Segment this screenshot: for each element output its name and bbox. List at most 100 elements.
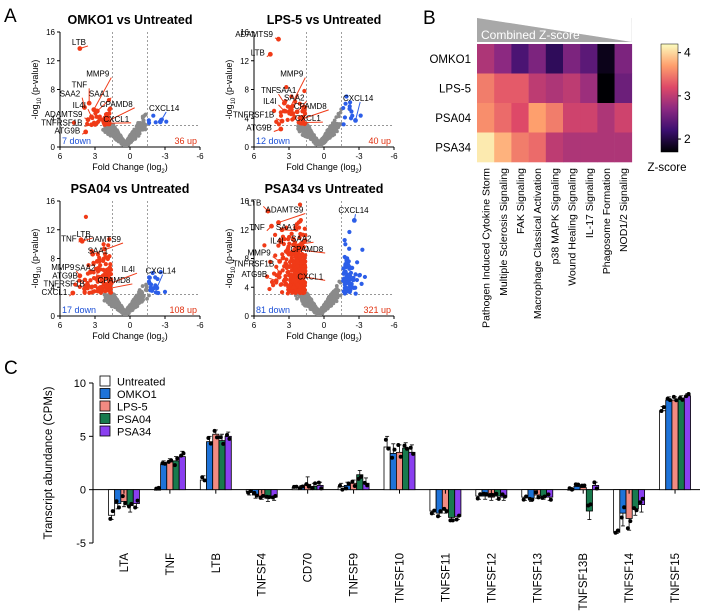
replicate-dot <box>478 492 483 497</box>
y-axis-label: -log10 (p-value) <box>224 229 237 289</box>
label-leader-line <box>79 279 87 287</box>
gene-label: LTB <box>251 49 265 58</box>
replicate-dot <box>576 482 581 487</box>
replicate-dot <box>392 447 397 452</box>
heatmap-column-label: FAK Signaling <box>515 168 527 234</box>
down-point <box>348 286 353 291</box>
ns-point <box>318 310 323 315</box>
x-tick-label: -6 <box>390 152 398 161</box>
heatmap-cell <box>580 73 598 104</box>
heatmap-column-label: Phagosome Formation <box>601 168 613 274</box>
replicate-dot <box>169 458 174 463</box>
replicate-dot <box>304 482 309 487</box>
x-axis-label: Fold Change (log2) <box>92 162 167 175</box>
replicate-dot <box>502 494 507 499</box>
down-point <box>353 285 358 290</box>
up-point <box>108 106 113 111</box>
up-point <box>274 264 279 269</box>
gene-label: CXCL1 <box>297 272 323 281</box>
y-axis-label-sub: 10 <box>37 97 43 104</box>
gene-label: MMP9 <box>86 70 110 79</box>
bar-group <box>429 489 462 523</box>
heatmap-cell <box>528 73 547 104</box>
replicate-dot <box>340 487 345 492</box>
replicate-dot <box>680 397 685 402</box>
down-point <box>353 272 358 277</box>
gene-label: ATG9B <box>52 272 78 281</box>
label-leader-line <box>301 109 329 120</box>
ns-point <box>338 293 343 298</box>
ns-point <box>123 140 128 145</box>
replicate-dot <box>457 513 462 518</box>
x-tick-label: 0 <box>322 321 327 330</box>
heatmap-cell <box>528 103 547 133</box>
y-tick-label: 4 <box>245 283 250 292</box>
up-point <box>296 225 302 230</box>
bar-category-label: LTB <box>211 553 223 574</box>
up-point <box>302 88 307 94</box>
gene-label: SAA2 <box>75 264 96 273</box>
replicate-dot <box>352 483 357 488</box>
up-point <box>77 278 82 283</box>
y-axis-label-sub: 10 <box>231 266 237 273</box>
bar <box>573 486 581 491</box>
replicate-dot <box>674 398 679 403</box>
up-point <box>88 278 93 283</box>
replicate-dot <box>661 405 666 410</box>
gene-label: TNF <box>249 223 265 232</box>
up-point <box>88 269 93 274</box>
ns-point <box>315 312 320 316</box>
down-point <box>354 277 360 283</box>
replicate-dot <box>212 428 217 433</box>
bar-group <box>291 476 324 494</box>
label-leader-line <box>274 37 279 40</box>
zscore-header-wedge <box>477 18 632 42</box>
panel-c-bar-chart: -5 0 5 10 Transcript abundance (CPMs) LTA TNF L… <box>43 375 700 611</box>
panel-a-volcano-plots: OMKO1 vs Untreated 0 4 8 12 16 6 3 0 -3 -6 Fold Cha… <box>30 13 398 344</box>
down-point <box>342 238 347 243</box>
bar <box>402 447 410 491</box>
ns-point <box>121 308 126 313</box>
up-point <box>291 116 297 121</box>
heatmap-cell <box>528 132 547 163</box>
bar <box>408 451 416 491</box>
x-tick-label: 6 <box>252 152 257 161</box>
gene-label: IL4I <box>263 97 276 106</box>
bar <box>613 489 621 533</box>
legend-label: Untreated <box>117 377 165 389</box>
heatmap-cell <box>528 44 547 74</box>
replicate-dot <box>615 528 620 533</box>
replicate-dot <box>638 500 643 505</box>
down-point <box>346 281 351 286</box>
x-axis-label-end: ) <box>165 331 168 341</box>
down-point <box>343 242 348 247</box>
colorbar-tick-label: 2 <box>684 132 691 146</box>
up-point <box>280 268 285 273</box>
label-leader-line <box>81 131 86 135</box>
bar-group <box>383 435 416 494</box>
up-point <box>107 237 112 242</box>
up-point <box>302 290 307 295</box>
label-leader-line <box>95 271 98 279</box>
heatmap-column-label: Wound Healing Signaling <box>567 168 579 286</box>
up-point <box>276 243 281 248</box>
ns-point <box>138 123 142 128</box>
replicate-dot <box>386 446 391 451</box>
ns-point <box>141 122 146 127</box>
x-tick-label: 6 <box>252 321 257 330</box>
ns-point <box>332 294 337 298</box>
y-tick-label: 16 <box>240 28 249 37</box>
ns-point <box>113 300 118 305</box>
down-point <box>353 291 358 296</box>
replicate-dot <box>362 480 367 485</box>
gene-label: SAA1 <box>276 223 297 232</box>
ns-point <box>327 132 332 137</box>
up-point <box>287 111 292 116</box>
down-point <box>350 265 355 270</box>
heatmap-cell <box>494 73 512 104</box>
y-tick-label: 0 <box>245 143 250 152</box>
gene-label: CPAMD8 <box>98 276 131 285</box>
replicate-dot <box>260 493 265 498</box>
down-point <box>355 260 360 265</box>
